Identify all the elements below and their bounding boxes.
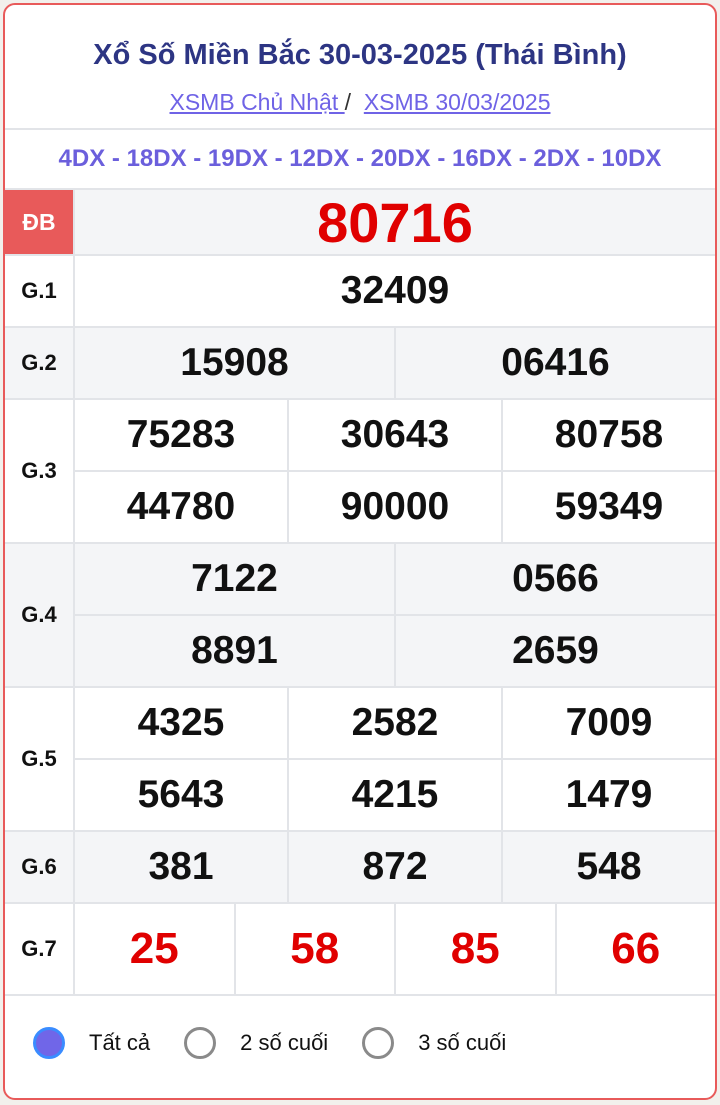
prize-value: 58 [233,904,395,994]
link-xsmb-date[interactable]: XSMB 30/03/2025 [363,89,551,115]
row-g1: G.1 32409 [5,256,715,328]
special-codes: 4DX - 18DX - 19DX - 12DX - 20DX - 16DX -… [5,130,715,190]
prize-value: 25 [129,924,179,973]
results-table: 4DX - 18DX - 19DX - 12DX - 20DX - 16DX -… [5,128,715,996]
prize-value: 90000 [287,472,501,542]
row-g2: G.2 15908 06416 [5,328,715,400]
prize-value: 44780 [126,485,236,528]
prize-label: G.1 [5,256,75,326]
row-g5: G.5 4325 2582 7009 5643 4215 1479 [5,688,715,832]
radio-last-2-label[interactable]: 2 số cuối [240,1030,329,1055]
prize-value: 75283 [126,413,236,456]
prize-value: 548 [501,832,715,902]
prize-value: 0566 [394,544,715,614]
prize-value: 85 [394,904,555,994]
prize-label: G.4 [5,544,75,686]
prize-value: 66 [554,904,716,994]
prize-value: 32409 [340,269,450,312]
results-card: Xổ Số Miền Bắc 30-03-2025 (Thái Bình) XS… [3,3,717,1100]
prize-label: G.3 [5,400,75,542]
page-title: Xổ Số Miền Bắc 30-03-2025 (Thái Bình) [93,39,627,71]
prize-label: G.6 [5,832,75,902]
row-g3: G.3 75283 30643 80758 44780 90000 59349 [5,400,715,544]
prize-value: 1479 [501,760,715,830]
radio-last-3[interactable] [362,1027,395,1059]
prize-value: 30643 [287,400,501,470]
prize-label: ĐB [5,190,75,254]
radio-last-3-label[interactable]: 3 số cuối [418,1030,507,1055]
prize-value: 2582 [287,688,501,758]
digit-filter: Tất cả 2 số cuối 3 số cuối [33,1027,540,1059]
prize-label: G.7 [5,904,75,994]
prize-value: 8891 [191,629,278,672]
prize-label: G.2 [5,328,75,398]
special-prize-value: 80716 [317,191,473,254]
prize-value: 4325 [137,701,225,744]
row-g6: G.6 381 872 548 [5,832,715,904]
breadcrumb: XSMB Chủ Nhật / XSMB 30/03/2025 [5,89,715,116]
prize-label: G.5 [5,688,75,830]
radio-all[interactable] [33,1027,65,1059]
radio-all-label[interactable]: Tất cả [89,1030,151,1055]
prize-value: 80758 [501,400,715,470]
prize-value: 7009 [501,688,715,758]
row-db: ĐB 80716 [5,190,715,256]
prize-value: 59349 [501,472,715,542]
link-xsmb-sunday[interactable]: XSMB Chủ Nhật [169,89,345,115]
prize-value: 2659 [394,616,715,686]
prize-value: 15908 [180,341,289,384]
radio-last-2[interactable] [184,1027,217,1059]
prize-value: 5643 [137,773,225,816]
prize-value: 06416 [394,328,715,398]
prize-value: 381 [148,845,214,888]
row-g4: G.4 7122 0566 8891 2659 [5,544,715,688]
row-g7: G.7 25 58 85 66 [5,904,715,996]
prize-value: 4215 [287,760,501,830]
prize-value: 7122 [191,557,278,600]
breadcrumb-separator: / [344,89,352,115]
prize-value: 872 [287,832,501,902]
